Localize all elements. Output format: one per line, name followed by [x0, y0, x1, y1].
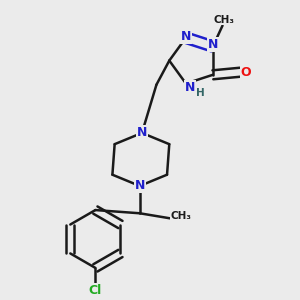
- Text: O: O: [241, 66, 251, 79]
- Text: CH₃: CH₃: [213, 15, 234, 25]
- Text: N: N: [134, 179, 145, 193]
- Text: Cl: Cl: [89, 284, 102, 297]
- Text: CH₃: CH₃: [171, 211, 192, 220]
- Text: N: N: [181, 30, 191, 43]
- Text: H: H: [196, 88, 205, 98]
- Text: N: N: [208, 38, 218, 51]
- Text: N: N: [184, 81, 195, 94]
- Text: N: N: [137, 126, 147, 140]
